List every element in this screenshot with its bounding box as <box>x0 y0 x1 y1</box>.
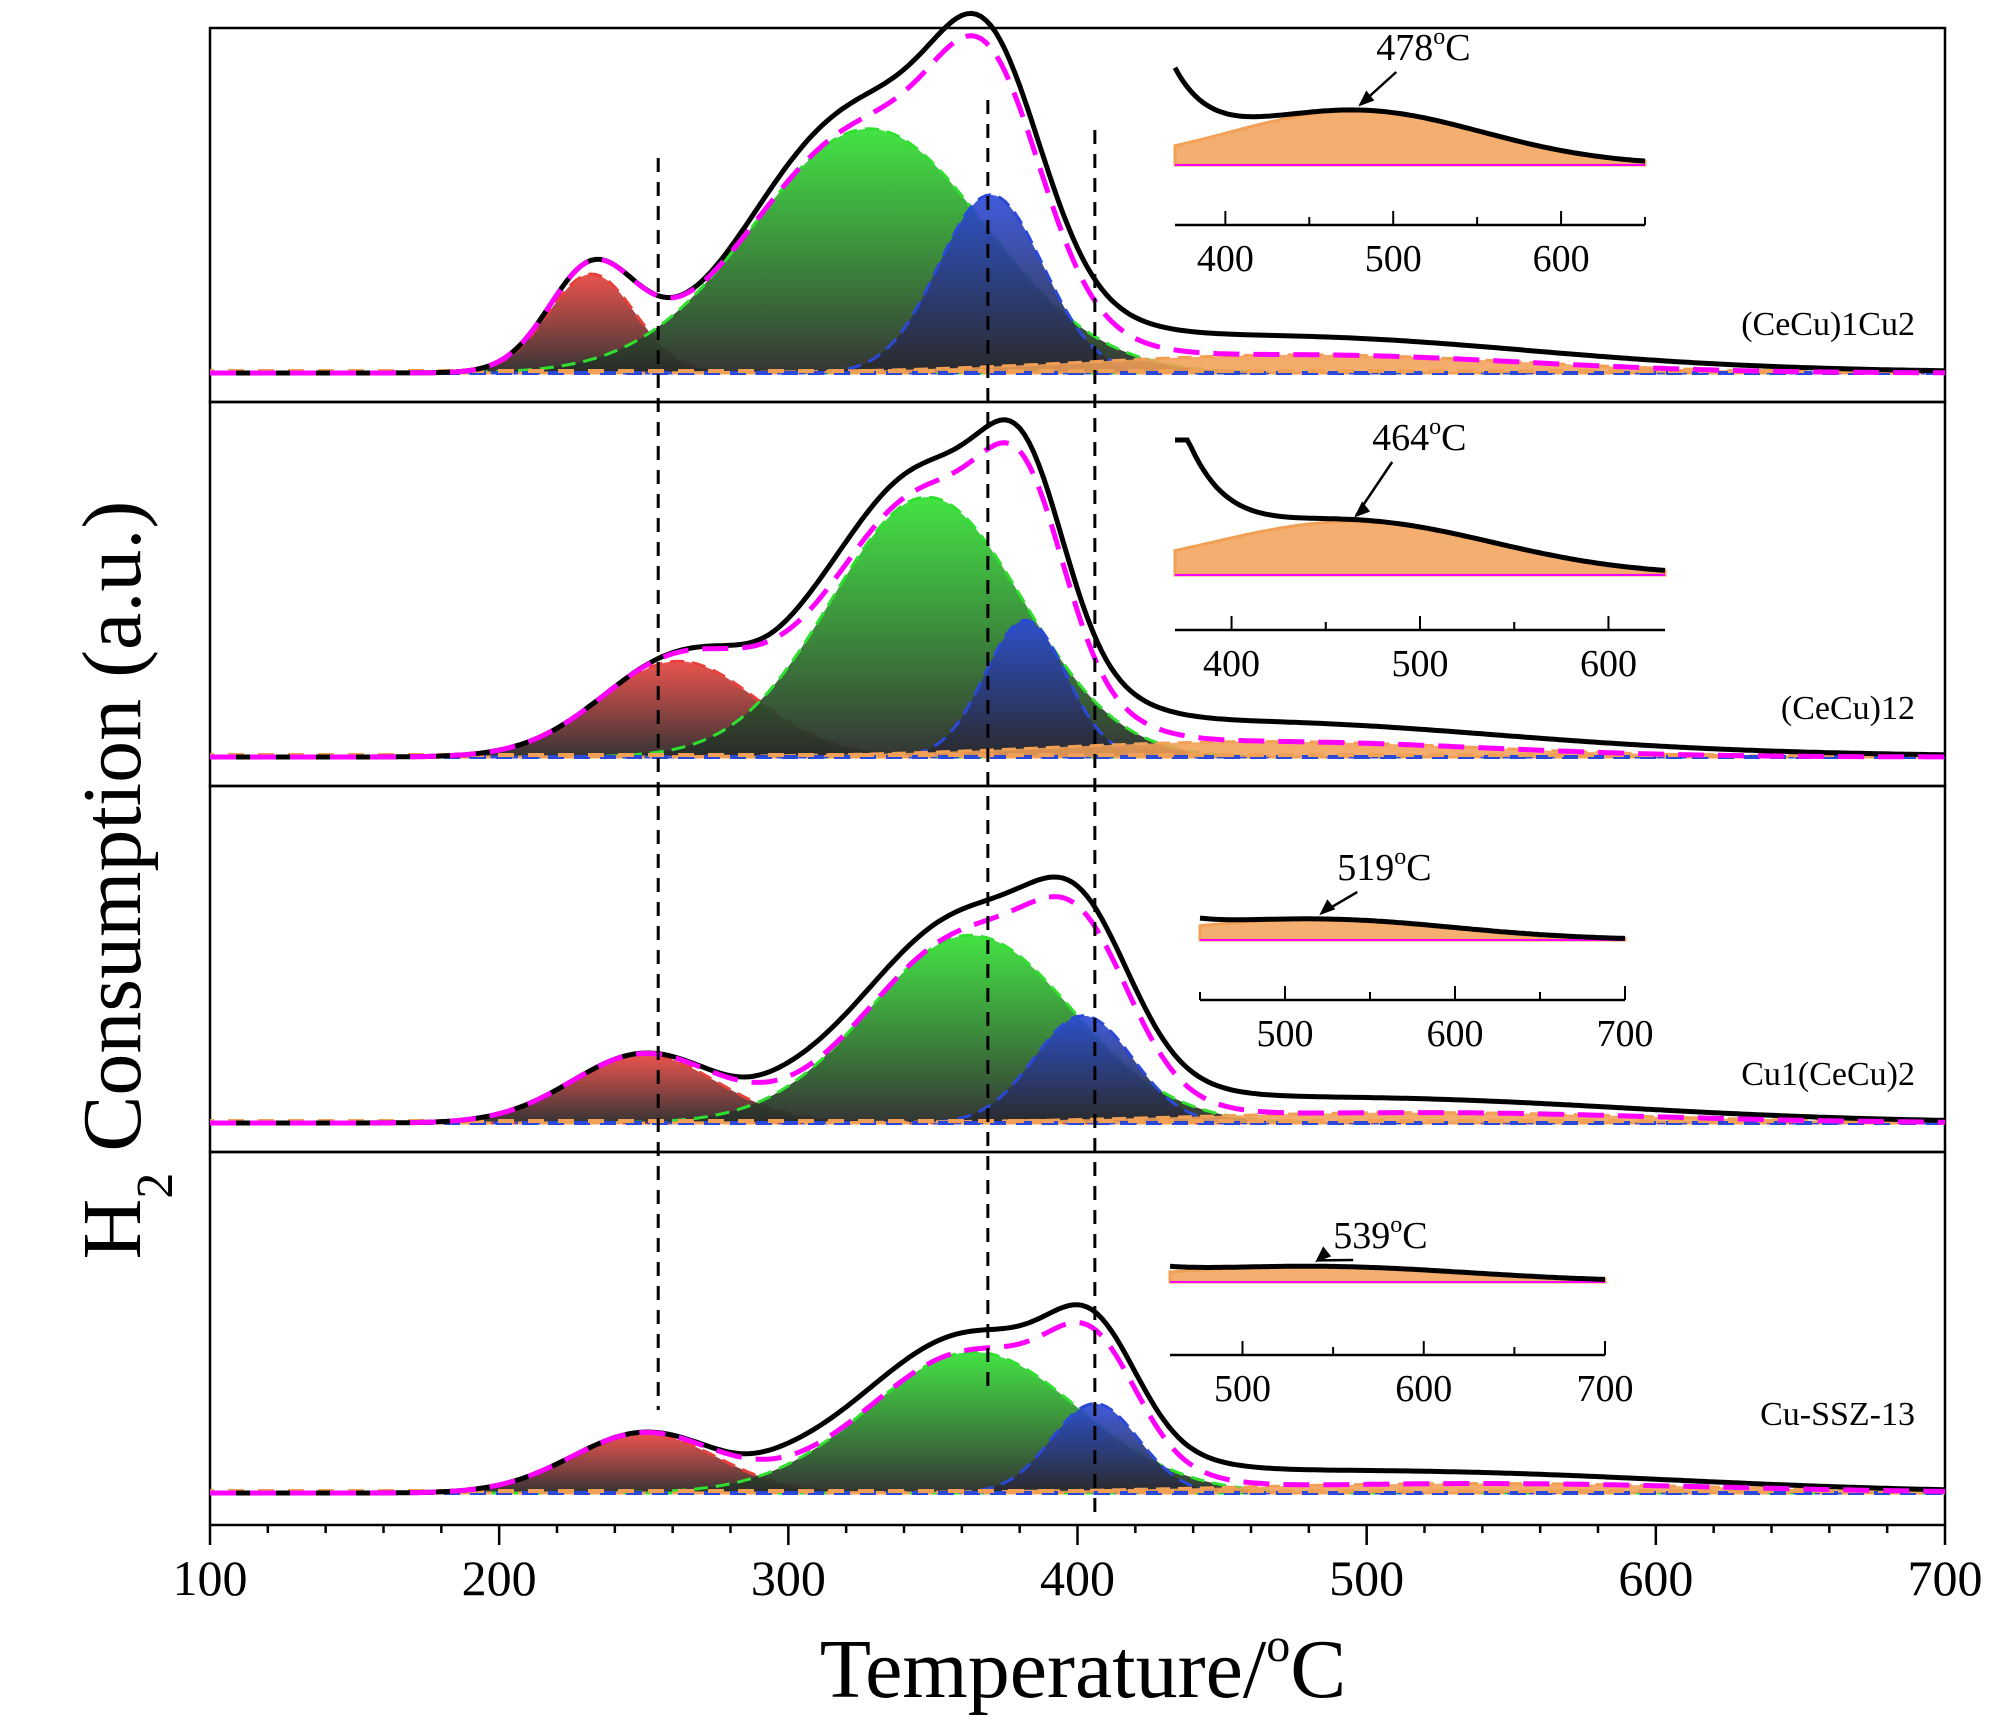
x-tick-label: 500 <box>1329 1550 1404 1606</box>
inset-1: 400 500 600 478oC <box>1172 24 1647 280</box>
inset-tick-label: 600 <box>1427 1013 1484 1055</box>
x-tick-label: 700 <box>1908 1550 1983 1606</box>
fit-envelope <box>210 33 1945 376</box>
inset-arrow-head <box>1315 1246 1332 1263</box>
inset-tick-label: 600 <box>1395 1368 1452 1410</box>
inset-tick-label: 600 <box>1580 643 1637 685</box>
inset-arrow-head <box>1354 501 1371 518</box>
fit-envelope <box>210 1319 1945 1496</box>
inset-tick-label: 400 <box>1203 643 1260 685</box>
inset-measured-curve <box>1169 1263 1606 1282</box>
x-tick-label: 100 <box>173 1550 248 1606</box>
measured-curve <box>210 10 1945 376</box>
sample-label: Cu-SSZ-13 <box>1760 1396 1915 1433</box>
inset-4: 500 600 700 539oC <box>1168 1212 1634 1410</box>
fit-envelope <box>210 894 1945 1126</box>
inset-tick-label: 400 <box>1197 238 1254 280</box>
peak-gamma <box>210 193 1945 375</box>
inset-arrow-head <box>1319 899 1336 916</box>
inset-arrow-head <box>1358 90 1375 107</box>
sample-label: Cu1(CeCu)2 <box>1741 1056 1915 1093</box>
inset-tick-label: 500 <box>1365 238 1422 280</box>
inset-peak-label: 478oC <box>1376 24 1470 69</box>
y-axis-title: H2 Consumption (a.u.) <box>66 501 184 1260</box>
sample-label: (CeCu)12 <box>1781 690 1915 727</box>
fit-envelope <box>210 440 1945 760</box>
inset-tick-label: 500 <box>1214 1368 1271 1410</box>
x-tick-label: 400 <box>1040 1550 1115 1606</box>
x-tick-label: 200 <box>462 1550 537 1606</box>
inset-peak-label: 519oC <box>1337 844 1431 889</box>
reference-lines <box>656 100 1097 1522</box>
x-axis-title: Temperature/oC <box>820 1619 1347 1716</box>
inset-tick-label: 700 <box>1597 1013 1654 1055</box>
inset-tick-label: 500 <box>1392 643 1449 685</box>
x-tick-label: 600 <box>1618 1550 1693 1606</box>
inset-peak-label: 464oC <box>1372 414 1466 459</box>
inset-3: 500 600 700 519oC <box>1198 844 1654 1055</box>
inset-peak-label: 539oC <box>1333 1212 1427 1257</box>
panel-2: (CeCu)12 400 500 600 464oC <box>208 400 1947 788</box>
panel-3: Cu1(CeCu)2 500 600 700 519oC <box>208 784 1947 1154</box>
inset-2: 400 500 600 464oC <box>1173 414 1667 685</box>
x-tick-label: 300 <box>751 1550 826 1606</box>
panels-layer: (CeCu)1Cu2 400 500 600 478oC (CeCu)12 400 500 60… <box>208 10 1947 1527</box>
inset-tick-label: 600 <box>1533 238 1590 280</box>
x-axis: 100 200 300 400 500 600 700 <box>173 1525 1983 1606</box>
sample-label: (CeCu)1Cu2 <box>1741 306 1915 343</box>
inset-tick-label: 700 <box>1577 1368 1634 1410</box>
peak-gamma <box>210 1014 1945 1125</box>
inset-measured-curve <box>1175 437 1666 573</box>
inset-tick-label: 500 <box>1257 1013 1314 1055</box>
inset-measured-curve <box>1199 915 1626 941</box>
panel-1: (CeCu)1Cu2 400 500 600 478oC <box>208 10 1947 404</box>
panel-4: Cu-SSZ-13 500 600 700 539oC <box>208 1150 1947 1527</box>
inset-measured-curve <box>1172 66 1646 164</box>
